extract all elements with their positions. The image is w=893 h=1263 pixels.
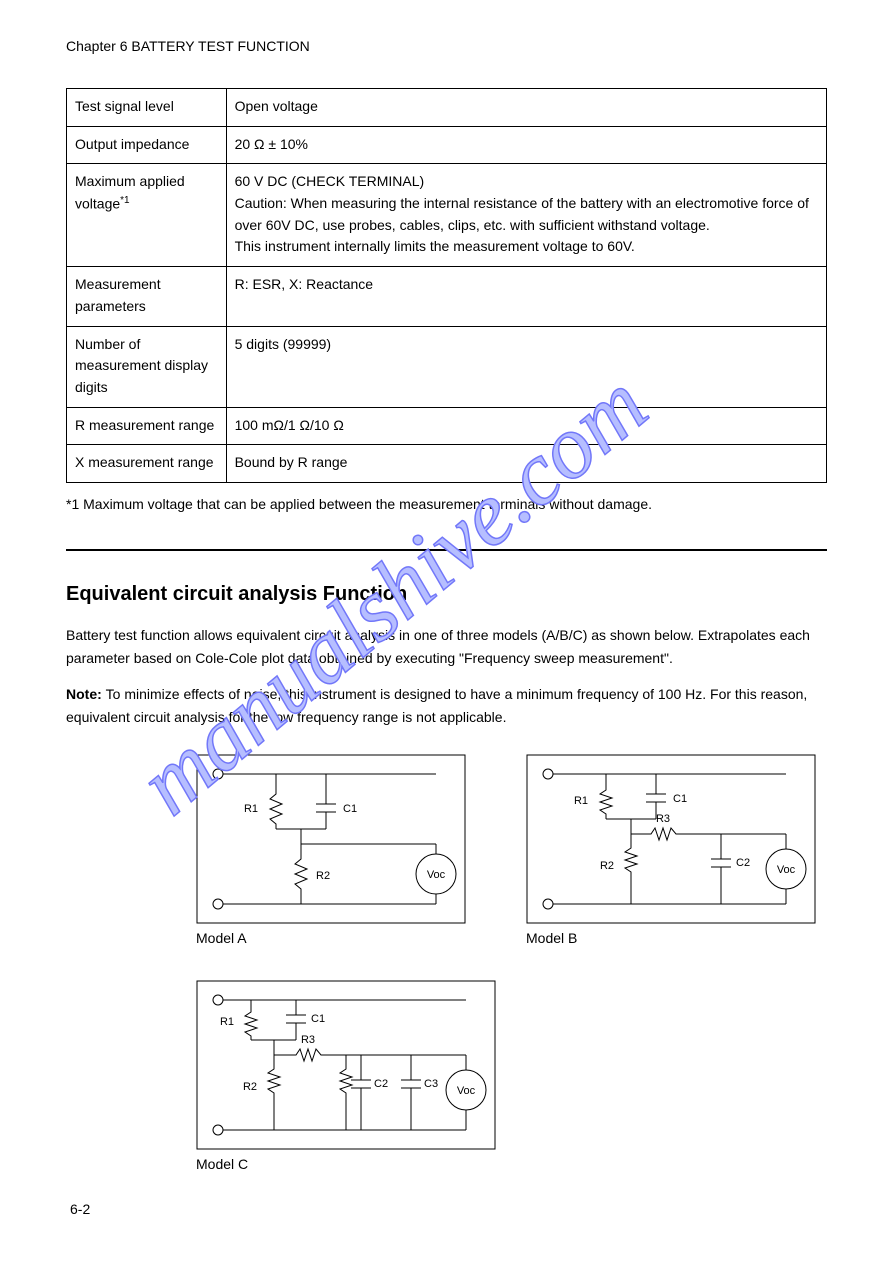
page-number: 6-2 [70, 1201, 90, 1217]
model-a-caption: Model A [196, 930, 486, 946]
circuit-model-c: R1 C1 R3 R2 [196, 980, 496, 1172]
section-divider [66, 549, 827, 551]
chapter-header: Chapter 6 BATTERY TEST FUNCTION [66, 38, 827, 54]
table-cell-label: R measurement range [67, 407, 227, 445]
table-row: X measurement rangeBound by R range [67, 445, 827, 483]
svg-text:C1: C1 [343, 803, 357, 815]
svg-text:C1: C1 [673, 793, 687, 805]
table-cell-label: Output impedance [67, 126, 227, 164]
table-row: Test signal levelOpen voltage [67, 89, 827, 127]
table-cell-label: Maximum applied voltage*1 [67, 164, 227, 267]
svg-text:R3: R3 [301, 1034, 315, 1046]
svg-text:Voc: Voc [427, 869, 446, 881]
table-cell-value: Bound by R range [226, 445, 826, 483]
section-paragraph: Battery test function allows equivalent … [66, 624, 827, 669]
diagrams-container: R1 C1 R2 [66, 754, 827, 1172]
table-row: Output impedance20 Ω ± 10% [67, 126, 827, 164]
model-c-caption: Model C [196, 1156, 496, 1172]
table-cell-value: 20 Ω ± 10% [226, 126, 826, 164]
svg-text:R3: R3 [656, 813, 670, 825]
circuit-model-a: R1 C1 R2 [196, 754, 486, 946]
svg-text:R2: R2 [600, 860, 614, 872]
svg-text:R1: R1 [220, 1016, 234, 1028]
model-b-caption: Model B [526, 930, 816, 946]
svg-text:C3: C3 [424, 1078, 438, 1090]
spec-table: Test signal levelOpen voltageOutput impe… [66, 88, 827, 483]
table-row: Number of measurement display digits5 di… [67, 326, 827, 407]
svg-text:Voc: Voc [777, 864, 796, 876]
table-cell-label: Test signal level [67, 89, 227, 127]
table-cell-value: 100 mΩ/1 Ω/10 Ω [226, 407, 826, 445]
table-row: R measurement range100 mΩ/1 Ω/10 Ω [67, 407, 827, 445]
svg-text:C1: C1 [311, 1013, 325, 1025]
table-footnote: *1 Maximum voltage that can be applied b… [66, 493, 827, 515]
section-title: Equivalent circuit analysis Function [66, 583, 827, 606]
table-row: Measurement parametersR: ESR, X: Reactan… [67, 267, 827, 326]
table-cell-value: 60 V DC (CHECK TERMINAL)Caution: When me… [226, 164, 826, 267]
table-cell-label: Number of measurement display digits [67, 326, 227, 407]
table-cell-label: X measurement range [67, 445, 227, 483]
svg-text:R1: R1 [244, 803, 258, 815]
svg-text:R2: R2 [243, 1081, 257, 1093]
svg-text:Voc: Voc [457, 1085, 476, 1097]
svg-text:C2: C2 [736, 857, 750, 869]
table-cell-value: 5 digits (99999) [226, 326, 826, 407]
table-row: Maximum applied voltage*160 V DC (CHECK … [67, 164, 827, 267]
svg-text:R1: R1 [574, 795, 588, 807]
table-cell-value: R: ESR, X: Reactance [226, 267, 826, 326]
section-note: Note: To minimize effects of noise, this… [66, 683, 827, 728]
table-cell-label: Measurement parameters [67, 267, 227, 326]
svg-text:R2: R2 [316, 870, 330, 882]
circuit-model-b: R1 C1 R3 R2 [526, 754, 816, 946]
table-cell-value: Open voltage [226, 89, 826, 127]
svg-text:C2: C2 [374, 1078, 388, 1090]
